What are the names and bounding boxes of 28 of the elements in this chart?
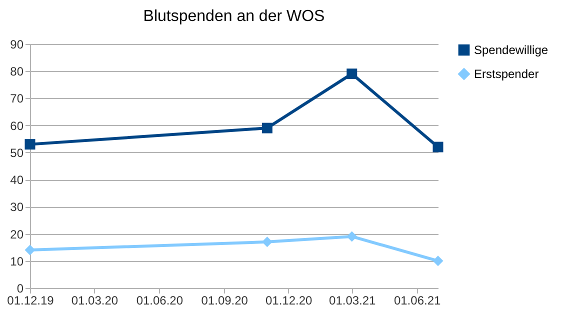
y-tick-label: 70 [10, 92, 24, 106]
point [432, 142, 444, 152]
x-tick-label: 01.03.21 [329, 294, 376, 308]
legend-label: Spendewillige [474, 43, 548, 57]
y-tick-label: 80 [10, 64, 24, 79]
point [346, 68, 358, 80]
x-tick-label: 01.12.20 [265, 294, 313, 308]
x-tick-label: 01.09.20 [201, 294, 248, 308]
y-tick-label: 40 [10, 173, 24, 188]
y-tick-label: 10 [10, 254, 24, 268]
point [24, 139, 36, 150]
legend-label: Erstspender [474, 67, 539, 81]
y-tick-label: 30 [10, 200, 24, 214]
point [24, 244, 36, 256]
x-tick-label: 01.03.20 [71, 294, 118, 308]
x-tick-label: 01.06.21 [394, 294, 441, 308]
y-tick-label: 0 [16, 282, 24, 296]
point [346, 231, 358, 242]
point [432, 256, 444, 266]
x-tick-label: 01.12.19 [7, 294, 54, 308]
y-tick-label: 60 [10, 118, 24, 133]
point [262, 122, 272, 134]
y-tick-label: 20 [10, 227, 24, 242]
chart-title: Blutspenden an der WOS [143, 8, 325, 25]
point [262, 236, 272, 248]
y-tick-label: 50 [10, 146, 24, 160]
x-tick-label: 01.06.20 [136, 294, 184, 308]
y-tick-label: 90 [10, 38, 24, 52]
